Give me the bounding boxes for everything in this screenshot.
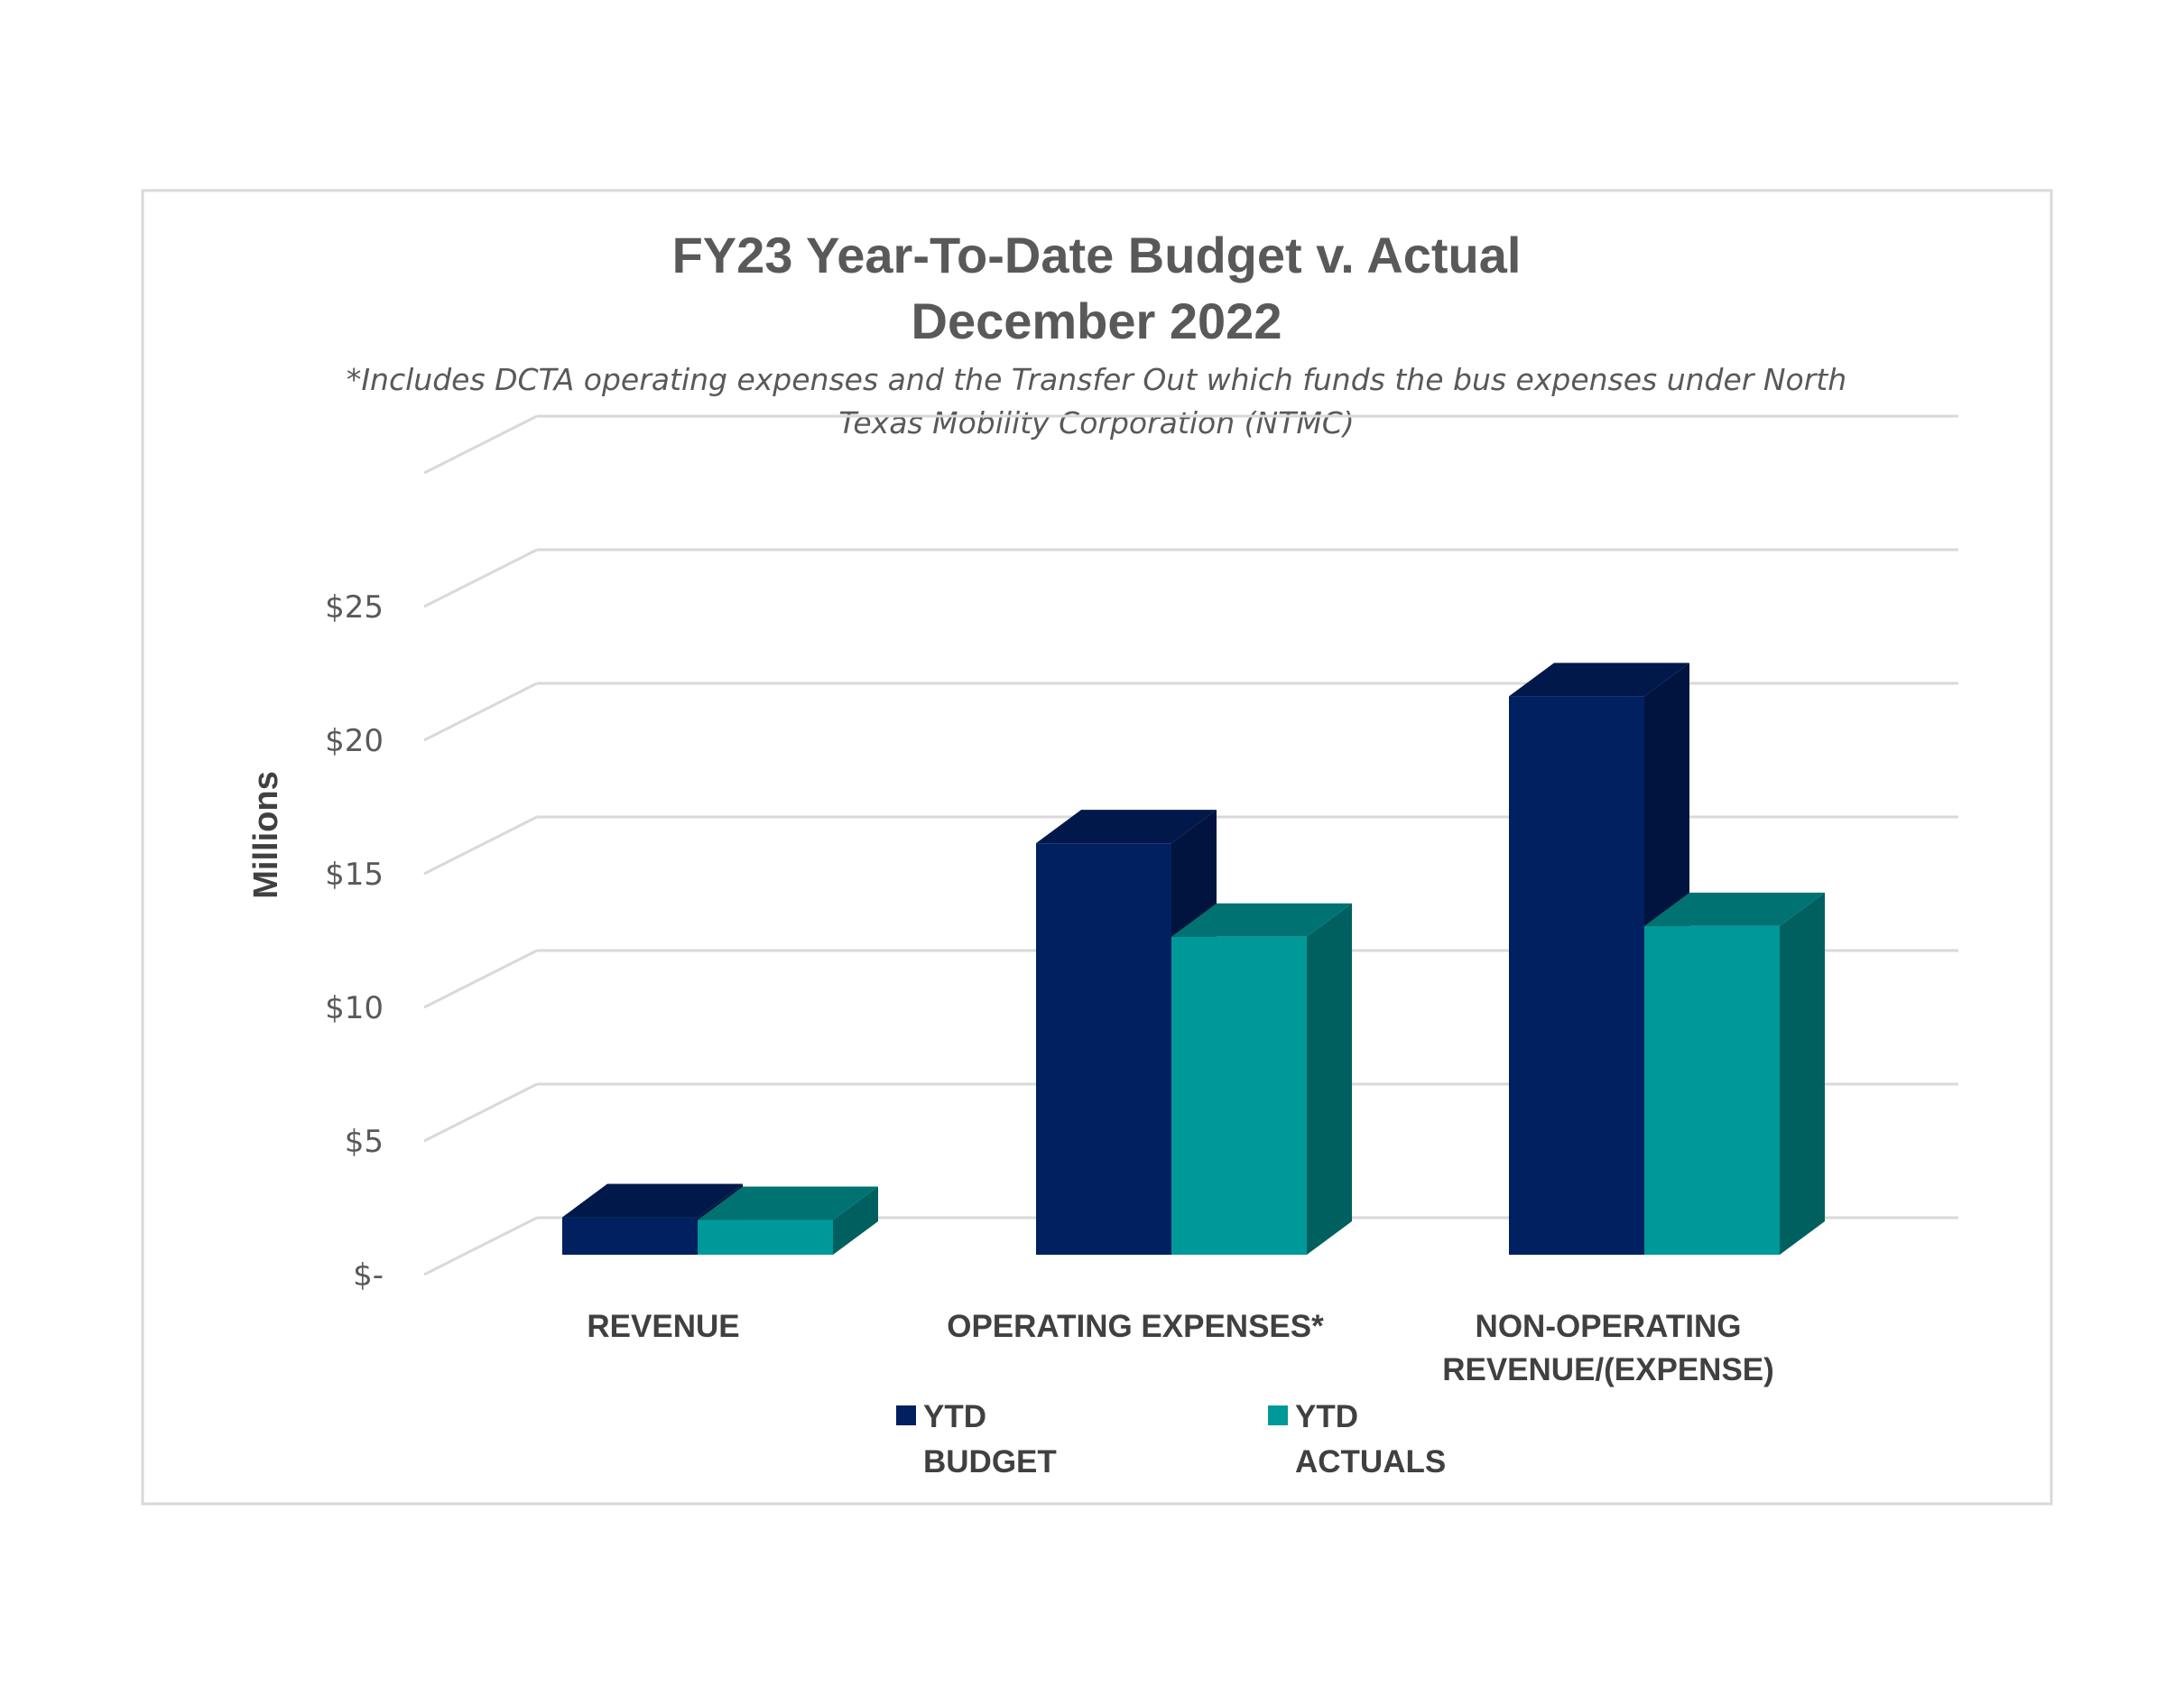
gridline-depth-5 <box>423 548 538 608</box>
bar-ytd-actuals-1 <box>1171 903 1352 1255</box>
bar-front <box>1036 843 1171 1255</box>
bar-front <box>698 1220 833 1255</box>
y-tick-label: $25 <box>325 589 384 626</box>
chart-subtitle-line-2: Texas Mobility Corporation (NTMC) <box>838 405 1354 441</box>
bar-front <box>1171 936 1307 1255</box>
legend-label: BUDGET <box>923 1444 1057 1479</box>
chart-title-line-2: December 2022 <box>912 292 1282 349</box>
chart-subtitle-line-1: *Includes DCTA operating expenses and th… <box>347 362 1846 397</box>
bar-top <box>1644 892 1825 926</box>
bar-side <box>833 1186 878 1255</box>
chart-title-line-1: FY23 Year-To-Date Budget v. Actual <box>672 227 1522 283</box>
legend-swatch <box>896 1405 916 1425</box>
y-tick-label: $5 <box>345 1124 384 1160</box>
category-label: REVENUE/(EXPENSE) <box>1442 1352 1774 1387</box>
gridline-depth-0 <box>423 1216 538 1276</box>
legend-label: YTD <box>1295 1399 1358 1434</box>
bar-ytd-actuals-0 <box>698 1186 878 1255</box>
gridline-depth-4 <box>423 682 538 742</box>
gridline-depth-2 <box>423 949 538 1009</box>
legend-label: ACTUALS <box>1295 1444 1446 1479</box>
bars <box>562 663 1825 1255</box>
bar-top <box>1509 663 1689 697</box>
legend-label: YTD <box>923 1399 986 1434</box>
gridline-depth-3 <box>423 815 538 876</box>
category-label: OPERATING EXPENSES* <box>947 1309 1324 1344</box>
category-label: REVENUE <box>587 1309 739 1344</box>
legend-item-0: YTD BUDGET <box>896 1399 1057 1479</box>
bar-ytd-actuals-2 <box>1644 892 1825 1255</box>
y-tick-label: $20 <box>325 723 384 759</box>
legend: YTD BUDGET YTD ACTUALS <box>896 1399 1446 1479</box>
y-tick-label: $15 <box>325 857 384 893</box>
legend-swatch <box>1268 1405 1288 1425</box>
y-axis-ticks: $- $5 $10 $15 $20 $25 <box>325 589 384 1294</box>
legend-item-1: YTD ACTUALS <box>1268 1399 1446 1479</box>
bar-side <box>1780 892 1825 1255</box>
y-axis-label: Millions <box>247 771 285 898</box>
x-axis-categories: REVENUE OPERATING EXPENSES* NON-OPERATING R… <box>587 1309 1773 1387</box>
y-tick-label: $- <box>353 1257 384 1294</box>
gridline-depth-1 <box>423 1082 538 1143</box>
category-label: NON-OPERATING <box>1476 1309 1742 1344</box>
y-tick-label: $10 <box>325 990 384 1026</box>
bar-top <box>698 1186 878 1220</box>
bar-top <box>1036 810 1217 844</box>
bar-front <box>562 1217 698 1255</box>
bar-front <box>1644 925 1780 1255</box>
bar-top <box>562 1183 743 1218</box>
bar-side <box>1307 903 1352 1255</box>
bar-top <box>1171 903 1352 937</box>
bar-front <box>1509 696 1644 1255</box>
gridline-depth-6 <box>423 414 538 475</box>
